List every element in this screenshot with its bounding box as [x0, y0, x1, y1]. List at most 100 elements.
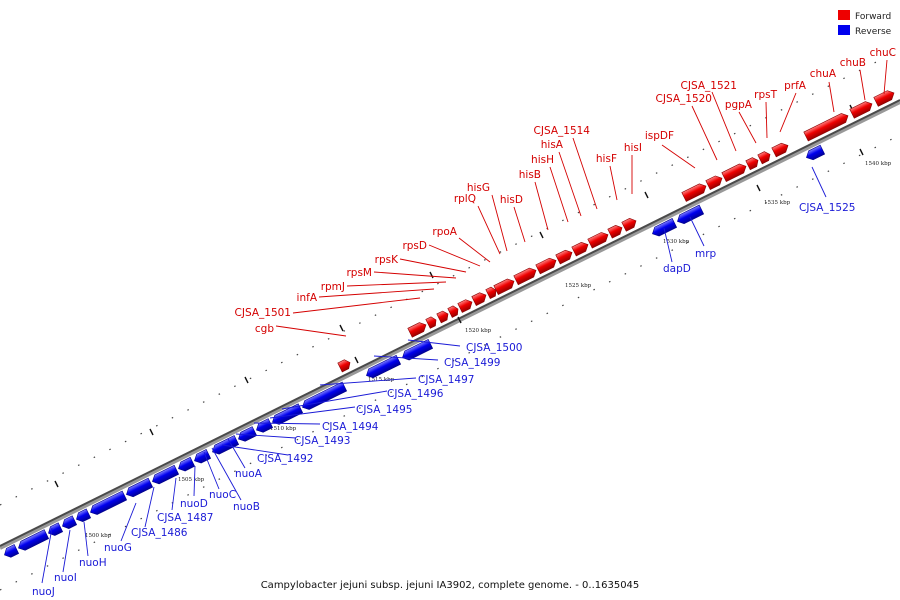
- forward-gene-arrow[interactable]: [337, 358, 352, 373]
- gene-label[interactable]: CJSA_1494: [322, 421, 379, 433]
- forward-gene-arrow[interactable]: [485, 286, 498, 300]
- forward-gene-arrow[interactable]: [803, 111, 850, 142]
- leader-line: [691, 105, 718, 161]
- forward-gene-arrow[interactable]: [705, 174, 724, 190]
- gene-label[interactable]: CJSA_1486: [131, 527, 188, 539]
- gene-label[interactable]: CJSA_1493: [294, 435, 350, 447]
- leader-line: [399, 258, 467, 273]
- gene-label[interactable]: chuA: [810, 68, 837, 80]
- gene-label[interactable]: nuoB: [233, 501, 260, 513]
- gene-label[interactable]: cgb: [255, 323, 274, 335]
- reverse-gene-arrow[interactable]: [236, 426, 258, 444]
- reverse-gene-arrow[interactable]: [150, 464, 180, 486]
- gene-label[interactable]: dapD: [663, 263, 691, 275]
- forward-gene-arrow[interactable]: [771, 141, 790, 158]
- reverse-gene-arrow[interactable]: [675, 204, 705, 226]
- gene-label[interactable]: CJSA_1500: [466, 342, 522, 354]
- gene-label[interactable]: rpsT: [754, 89, 777, 101]
- reverse-gene-arrow[interactable]: [400, 338, 434, 362]
- gene-label[interactable]: CJSA_1514: [534, 125, 591, 137]
- reverse-gene-arrow[interactable]: [60, 515, 78, 531]
- reverse-gene-arrow[interactable]: [124, 477, 154, 499]
- gene-label[interactable]: rplQ: [454, 193, 476, 205]
- gene-label[interactable]: hisF: [596, 153, 617, 165]
- gene-label[interactable]: CJSA_1492: [257, 453, 313, 465]
- reverse-gene-arrow[interactable]: [270, 403, 304, 427]
- forward-gene-arrow[interactable]: [493, 277, 516, 296]
- legend-reverse-label: Reverse: [855, 27, 892, 37]
- gene-label[interactable]: CJSA_1525: [799, 202, 855, 214]
- gene-label[interactable]: rpmJ: [321, 281, 345, 293]
- forward-gene-arrow[interactable]: [873, 88, 896, 107]
- gene-label[interactable]: chuB: [840, 57, 866, 69]
- reverse-gene-arrow[interactable]: [88, 490, 128, 517]
- gene-label[interactable]: nuoC: [209, 489, 236, 501]
- gene-label[interactable]: hisI: [624, 142, 642, 154]
- gene-label[interactable]: CJSA_1499: [444, 357, 500, 369]
- gene-label[interactable]: ispDF: [645, 130, 674, 142]
- reverse-gene-arrow[interactable]: [176, 456, 196, 473]
- forward-gene-arrow[interactable]: [535, 256, 558, 275]
- gene-label[interactable]: rpsM: [346, 267, 372, 279]
- gene-label[interactable]: CJSA_1495: [356, 404, 412, 416]
- forward-gene-arrow[interactable]: [607, 223, 624, 239]
- reverse-gene-arrow[interactable]: [650, 218, 678, 238]
- gene-label[interactable]: rpsD: [402, 240, 427, 252]
- gene-label[interactable]: CJSA_1501: [235, 307, 291, 319]
- reverse-gene-arrow[interactable]: [254, 418, 274, 435]
- forward-gene-arrow[interactable]: [425, 315, 438, 329]
- gene-label[interactable]: nuoJ: [32, 586, 55, 598]
- reverse-gene-arrow[interactable]: [46, 522, 64, 538]
- gene-label[interactable]: nuoH: [79, 557, 107, 569]
- gene-body: [212, 435, 240, 455]
- gene-label[interactable]: hisG: [467, 182, 490, 194]
- gene-label[interactable]: CJSA_1520: [656, 93, 712, 105]
- reverse-gene-arrow[interactable]: [192, 448, 212, 465]
- forward-gene-arrow[interactable]: [587, 230, 610, 249]
- reverse-gene-arrow[interactable]: [804, 144, 826, 162]
- forward-gene-arrow[interactable]: [471, 291, 488, 306]
- reverse-gene-arrow[interactable]: [16, 529, 50, 553]
- forward-gene-arrow[interactable]: [849, 99, 874, 119]
- gene-label[interactable]: CJSA_1521: [681, 80, 737, 92]
- gene-label[interactable]: infA: [297, 292, 318, 304]
- gene-body: [721, 163, 747, 183]
- gene-label[interactable]: CJSA_1487: [157, 512, 213, 524]
- gene-label[interactable]: hisB: [519, 169, 541, 181]
- forward-gene-arrow[interactable]: [745, 156, 760, 171]
- gene-label[interactable]: CJSA_1497: [418, 374, 474, 386]
- gene-label[interactable]: nuoA: [235, 468, 263, 480]
- reverse-gene-arrow[interactable]: [74, 508, 92, 524]
- leader-line: [144, 486, 155, 528]
- gene-body: [587, 232, 609, 249]
- forward-gene-arrow[interactable]: [681, 182, 708, 202]
- reverse-gene-arrow[interactable]: [210, 435, 240, 457]
- forward-gene-arrow[interactable]: [447, 305, 460, 318]
- reverse-gene-arrow[interactable]: [300, 381, 348, 412]
- gene-label[interactable]: pgpA: [725, 99, 753, 111]
- gene-label[interactable]: nuoG: [104, 542, 132, 554]
- gene-label[interactable]: mrp: [695, 248, 717, 260]
- gene-label[interactable]: hisD: [500, 194, 523, 206]
- outer-track-lower: [0, 134, 900, 591]
- forward-gene-arrow[interactable]: [721, 162, 748, 183]
- forward-gene-arrow[interactable]: [457, 298, 474, 313]
- gene-label[interactable]: CJSA_1496: [387, 388, 444, 400]
- gene-label[interactable]: chuC: [870, 47, 896, 59]
- gene-label[interactable]: rpoA: [432, 226, 457, 238]
- forward-gene-arrow[interactable]: [621, 216, 638, 232]
- gene-label[interactable]: prfA: [784, 80, 807, 92]
- gene-label[interactable]: hisA: [541, 139, 564, 151]
- forward-gene-arrow[interactable]: [513, 266, 538, 286]
- gene-label[interactable]: rpsK: [375, 254, 399, 266]
- gene-label[interactable]: nuoI: [54, 572, 77, 584]
- leader-line: [534, 181, 549, 231]
- forward-gene-arrow[interactable]: [757, 150, 772, 165]
- forward-gene-arrow[interactable]: [571, 240, 590, 257]
- forward-gene-arrow[interactable]: [436, 309, 450, 324]
- reverse-gene-arrow[interactable]: [2, 544, 20, 560]
- gene-label[interactable]: nuoD: [180, 498, 208, 510]
- gene-label[interactable]: hisH: [531, 154, 554, 166]
- forward-gene-arrow[interactable]: [407, 320, 428, 338]
- forward-gene-arrow[interactable]: [555, 248, 574, 265]
